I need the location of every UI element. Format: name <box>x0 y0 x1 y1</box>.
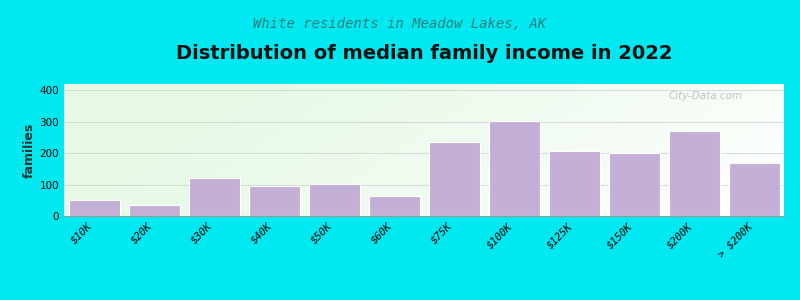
Bar <box>189 178 239 216</box>
Text: White residents in Meadow Lakes, AK: White residents in Meadow Lakes, AK <box>254 17 546 32</box>
Bar <box>609 153 659 216</box>
Text: City-Data.com: City-Data.com <box>669 91 743 100</box>
Bar <box>549 151 599 216</box>
Bar <box>309 184 359 216</box>
Title: Distribution of median family income in 2022: Distribution of median family income in … <box>176 44 672 63</box>
Bar <box>69 200 119 216</box>
Bar <box>369 196 419 216</box>
Bar <box>489 121 539 216</box>
Bar <box>249 185 299 216</box>
Y-axis label: families: families <box>22 122 35 178</box>
Bar <box>429 142 479 216</box>
Bar <box>729 163 779 216</box>
Bar <box>129 205 179 216</box>
Bar <box>669 131 719 216</box>
